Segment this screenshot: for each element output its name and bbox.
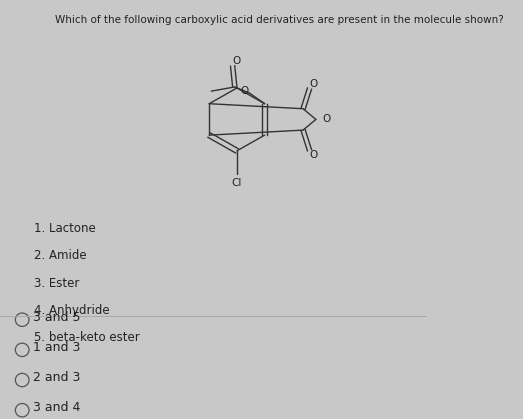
- Text: O: O: [310, 150, 318, 160]
- Text: 3 and 4: 3 and 4: [33, 401, 81, 414]
- Text: O: O: [323, 114, 331, 124]
- Text: 3 and 5: 3 and 5: [33, 310, 81, 324]
- Text: 5. beta-keto ester: 5. beta-keto ester: [34, 331, 140, 344]
- Text: 2 and 3: 2 and 3: [33, 371, 81, 384]
- Text: 1. Lactone: 1. Lactone: [34, 222, 96, 235]
- Text: 1 and 3: 1 and 3: [33, 341, 81, 354]
- Text: O: O: [240, 86, 248, 96]
- Text: O: O: [232, 56, 240, 66]
- Text: 2. Amide: 2. Amide: [34, 249, 87, 262]
- Text: O: O: [310, 79, 318, 88]
- Text: 3. Ester: 3. Ester: [34, 277, 79, 290]
- Text: 4. Anhydride: 4. Anhydride: [34, 304, 110, 317]
- Text: Which of the following carboxylic acid derivatives are present in the molecule s: Which of the following carboxylic acid d…: [55, 15, 504, 25]
- Text: Cl: Cl: [232, 178, 242, 188]
